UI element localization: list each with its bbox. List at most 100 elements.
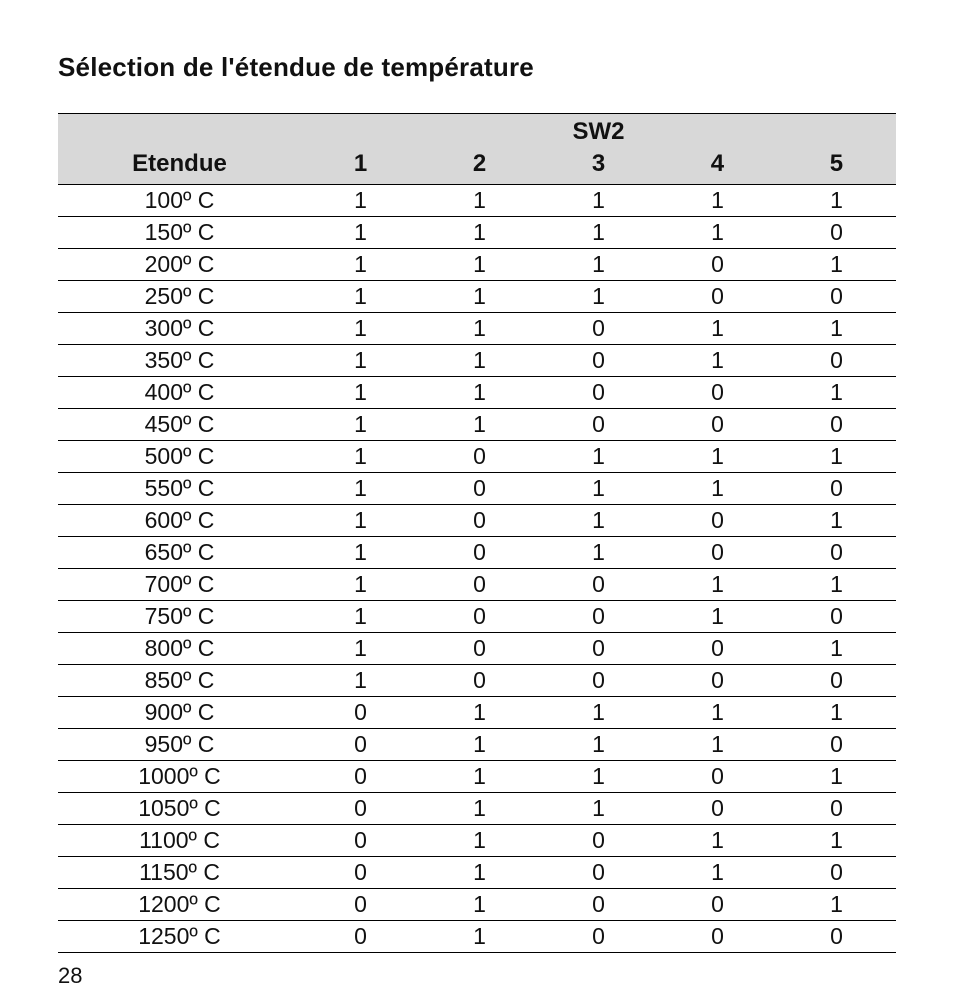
cell-range: 550º C <box>58 473 301 505</box>
cell-value: 1 <box>539 505 658 537</box>
table-row: 1250º C01000 <box>58 921 896 953</box>
cell-value: 0 <box>539 857 658 889</box>
table-row: 550º C10110 <box>58 473 896 505</box>
cell-range: 900º C <box>58 697 301 729</box>
table-body: 100º C11111150º C11110200º C11101250º C1… <box>58 185 896 953</box>
cell-value: 1 <box>777 633 896 665</box>
cell-value: 0 <box>539 601 658 633</box>
cell-value: 0 <box>777 537 896 569</box>
cell-value: 1 <box>539 537 658 569</box>
cell-value: 0 <box>539 825 658 857</box>
cell-value: 1 <box>420 217 539 249</box>
cell-value: 0 <box>777 601 896 633</box>
cell-value: 1 <box>777 889 896 921</box>
cell-value: 1 <box>301 409 420 441</box>
cell-value: 0 <box>777 409 896 441</box>
temperature-range-table: SW2 Etendue 1 2 3 4 5 100º C11111150º C1… <box>58 113 896 953</box>
cell-value: 1 <box>301 537 420 569</box>
cell-value: 0 <box>658 377 777 409</box>
cell-value: 1 <box>658 185 777 217</box>
cell-value: 1 <box>658 441 777 473</box>
cell-value: 1 <box>658 825 777 857</box>
cell-value: 1 <box>539 473 658 505</box>
cell-range: 1050º C <box>58 793 301 825</box>
cell-value: 1 <box>539 729 658 761</box>
cell-value: 1 <box>420 697 539 729</box>
cell-value: 0 <box>658 793 777 825</box>
table-row: 800º C10001 <box>58 633 896 665</box>
header-sw-2: 2 <box>420 148 539 185</box>
cell-value: 1 <box>539 761 658 793</box>
cell-value: 0 <box>777 345 896 377</box>
cell-value: 0 <box>777 217 896 249</box>
cell-value: 0 <box>539 569 658 601</box>
cell-value: 1 <box>301 217 420 249</box>
cell-value: 1 <box>420 313 539 345</box>
section-title: Sélection de l'étendue de température <box>58 52 896 83</box>
cell-value: 1 <box>420 409 539 441</box>
cell-range: 350º C <box>58 345 301 377</box>
cell-value: 0 <box>539 921 658 953</box>
cell-range: 1000º C <box>58 761 301 793</box>
cell-value: 0 <box>301 761 420 793</box>
table-row: 1050º C01100 <box>58 793 896 825</box>
cell-value: 0 <box>420 505 539 537</box>
cell-value: 0 <box>658 537 777 569</box>
cell-value: 0 <box>658 889 777 921</box>
cell-value: 1 <box>301 377 420 409</box>
cell-value: 1 <box>539 249 658 281</box>
cell-value: 0 <box>301 825 420 857</box>
cell-value: 1 <box>420 921 539 953</box>
table-row: 850º C10000 <box>58 665 896 697</box>
cell-value: 1 <box>539 697 658 729</box>
cell-value: 1 <box>539 217 658 249</box>
cell-value: 1 <box>301 505 420 537</box>
cell-value: 1 <box>301 281 420 313</box>
cell-value: 0 <box>420 633 539 665</box>
cell-value: 0 <box>420 441 539 473</box>
cell-value: 0 <box>420 473 539 505</box>
cell-value: 1 <box>301 473 420 505</box>
cell-value: 0 <box>658 633 777 665</box>
cell-value: 0 <box>539 377 658 409</box>
table-row: 1150º C01010 <box>58 857 896 889</box>
cell-value: 1 <box>658 857 777 889</box>
cell-value: 0 <box>539 313 658 345</box>
cell-value: 1 <box>658 697 777 729</box>
cell-range: 300º C <box>58 313 301 345</box>
cell-range: 750º C <box>58 601 301 633</box>
cell-value: 0 <box>658 761 777 793</box>
cell-value: 1 <box>658 345 777 377</box>
cell-value: 0 <box>777 281 896 313</box>
cell-value: 0 <box>301 857 420 889</box>
header-sw-4: 4 <box>658 148 777 185</box>
cell-value: 1 <box>777 825 896 857</box>
cell-value: 1 <box>420 857 539 889</box>
cell-range: 1150º C <box>58 857 301 889</box>
cell-value: 1 <box>777 761 896 793</box>
cell-value: 0 <box>658 409 777 441</box>
table-row: 150º C11110 <box>58 217 896 249</box>
cell-value: 1 <box>777 441 896 473</box>
cell-value: 1 <box>420 249 539 281</box>
table-row: 100º C11111 <box>58 185 896 217</box>
cell-value: 1 <box>658 217 777 249</box>
table-row: 600º C10101 <box>58 505 896 537</box>
cell-range: 950º C <box>58 729 301 761</box>
table-row: 700º C10011 <box>58 569 896 601</box>
cell-value: 1 <box>539 441 658 473</box>
table-row: 1200º C01001 <box>58 889 896 921</box>
cell-range: 100º C <box>58 185 301 217</box>
cell-value: 0 <box>420 601 539 633</box>
table-row: 650º C10100 <box>58 537 896 569</box>
cell-range: 850º C <box>58 665 301 697</box>
header-range: Etendue <box>58 148 301 185</box>
cell-value: 1 <box>420 825 539 857</box>
page-number: 28 <box>58 963 896 989</box>
header-sw-5: 5 <box>777 148 896 185</box>
cell-value: 1 <box>658 569 777 601</box>
cell-value: 1 <box>301 633 420 665</box>
table-row: 1100º C01011 <box>58 825 896 857</box>
cell-value: 1 <box>777 249 896 281</box>
cell-value: 0 <box>301 793 420 825</box>
